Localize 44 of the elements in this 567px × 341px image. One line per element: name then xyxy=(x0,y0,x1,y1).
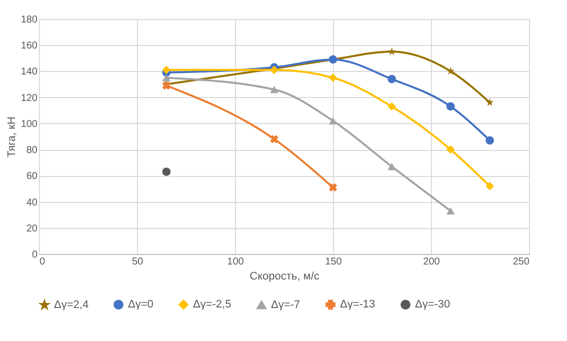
point xyxy=(388,47,396,56)
y-axis-title: Тяга, кН xyxy=(6,116,18,158)
legend-label: Δγ=2,4 xyxy=(54,299,89,312)
point xyxy=(388,162,396,170)
y-tick-label: 140 xyxy=(20,66,38,78)
point xyxy=(328,117,338,124)
point xyxy=(328,74,338,82)
y-tick-label: 20 xyxy=(26,223,38,234)
y-tick-label: 120 xyxy=(20,92,38,104)
x-tick-label: 200 xyxy=(423,256,440,268)
point xyxy=(446,145,455,154)
y-tick-label: 180 xyxy=(20,14,38,26)
legend-label: Δγ=-7 xyxy=(271,298,300,311)
point xyxy=(446,67,455,75)
x-tick-label: 0 xyxy=(40,256,46,268)
point xyxy=(486,136,494,145)
point xyxy=(270,66,278,74)
y-tick-label: 80 xyxy=(26,145,38,156)
point xyxy=(388,102,396,111)
x-tick-label: 50 xyxy=(132,256,144,268)
point xyxy=(328,183,338,192)
y-tick-label: 100 xyxy=(20,118,38,130)
x-tick-label: 100 xyxy=(227,256,244,268)
y-tick-label: 160 xyxy=(20,40,38,52)
point xyxy=(486,98,494,106)
x-tick-label: 250 xyxy=(512,256,530,268)
point xyxy=(162,168,171,176)
point xyxy=(270,134,278,144)
point xyxy=(446,207,455,215)
point xyxy=(270,86,278,94)
y-tick-label: 40 xyxy=(26,197,38,208)
y-tick-label: 60 xyxy=(26,171,38,182)
legend-label: Δγ=-30 xyxy=(415,298,450,311)
point xyxy=(446,102,455,111)
point xyxy=(486,182,494,190)
legend-label: Δγ=-2,5 xyxy=(193,298,232,311)
legend-label: Δγ=0 xyxy=(128,298,154,311)
point xyxy=(162,74,171,82)
point xyxy=(388,74,396,84)
legend-label: Δγ=-13 xyxy=(340,298,376,311)
y-tick-label: 0 xyxy=(32,250,38,260)
x-axis-title: Скорость, м/с xyxy=(250,270,320,282)
x-tick-label: 150 xyxy=(325,256,342,268)
point xyxy=(162,66,171,74)
